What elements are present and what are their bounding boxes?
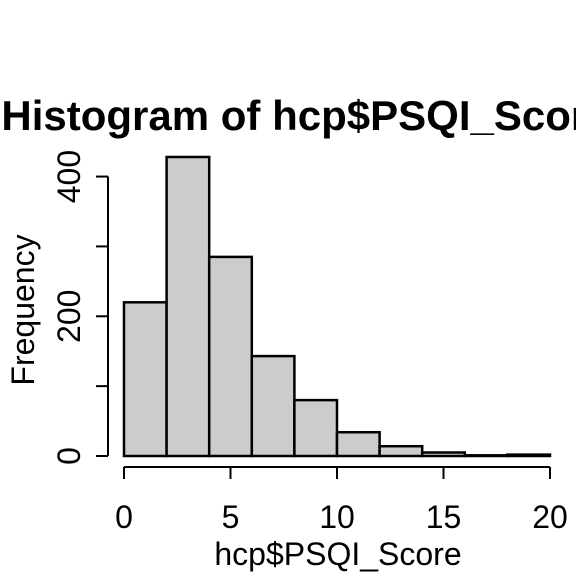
x-tick-label-4: 20 [532,499,568,535]
x-tick-label-3: 15 [426,499,462,535]
histogram-bar-2 [207,255,254,458]
histogram-bar-5 [335,430,381,458]
y-tick-label-1: 200 [51,290,87,343]
y-axis: 0 200 400 [51,150,109,465]
histogram-bar-9 [506,453,552,458]
y-axis-label: Frequency [5,234,41,385]
y-tick-label-0: 0 [51,447,87,465]
x-axis-label: hcp$PSQI_Score [214,536,461,572]
y-tick-label-2: 400 [51,150,87,203]
x-tick-label-2: 10 [319,499,355,535]
histogram-bar-0 [122,301,168,458]
histogram-bar-6 [378,444,424,458]
x-tick-label-0: 0 [115,499,133,535]
x-tick-label-1: 5 [222,499,240,535]
bars-group [122,155,552,458]
histogram-bar-1 [165,155,211,458]
histogram-bar-8 [463,454,509,458]
histogram-bar-7 [420,451,467,458]
x-axis: 0 5 10 15 20 [115,466,568,535]
chart-title: Histogram of hcp$PSQI_Score [1,92,576,139]
histogram-bar-3 [250,354,296,458]
histogram-bar-4 [293,398,339,458]
